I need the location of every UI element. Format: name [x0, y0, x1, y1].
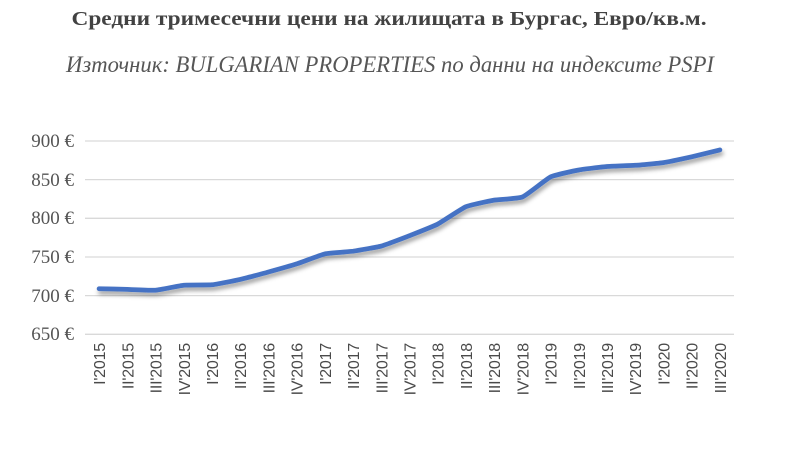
svg-text:II'2017: II'2017	[346, 343, 363, 389]
svg-text:IV'2019: IV'2019	[628, 343, 645, 396]
svg-text:I'2018: I'2018	[431, 343, 448, 385]
svg-text:I'2019: I'2019	[544, 343, 561, 385]
svg-text:I'2016: I'2016	[205, 343, 222, 385]
svg-text:I'2017: I'2017	[318, 343, 335, 385]
svg-text:I'2020: I'2020	[657, 343, 674, 385]
svg-text:IV'2017: IV'2017	[403, 343, 420, 396]
svg-text:II'2015: II'2015	[120, 343, 137, 389]
svg-text:IV'2018: IV'2018	[515, 343, 532, 396]
svg-text:III'2016: III'2016	[261, 343, 278, 394]
svg-text:I'2015: I'2015	[92, 343, 109, 385]
svg-text:II'2020: II'2020	[685, 343, 702, 389]
svg-text:IV'2015: IV'2015	[177, 343, 194, 396]
svg-text:III'2015: III'2015	[149, 343, 166, 394]
svg-text:IV'2016: IV'2016	[290, 343, 307, 396]
svg-text:II'2018: II'2018	[459, 343, 476, 389]
svg-text:II'2016: II'2016	[233, 343, 250, 389]
svg-text:III'2018: III'2018	[487, 343, 504, 394]
svg-text:III'2020: III'2020	[713, 343, 730, 394]
svg-text:III'2019: III'2019	[600, 343, 617, 394]
svg-text:III'2017: III'2017	[374, 343, 391, 394]
svg-text:II'2019: II'2019	[572, 343, 589, 389]
